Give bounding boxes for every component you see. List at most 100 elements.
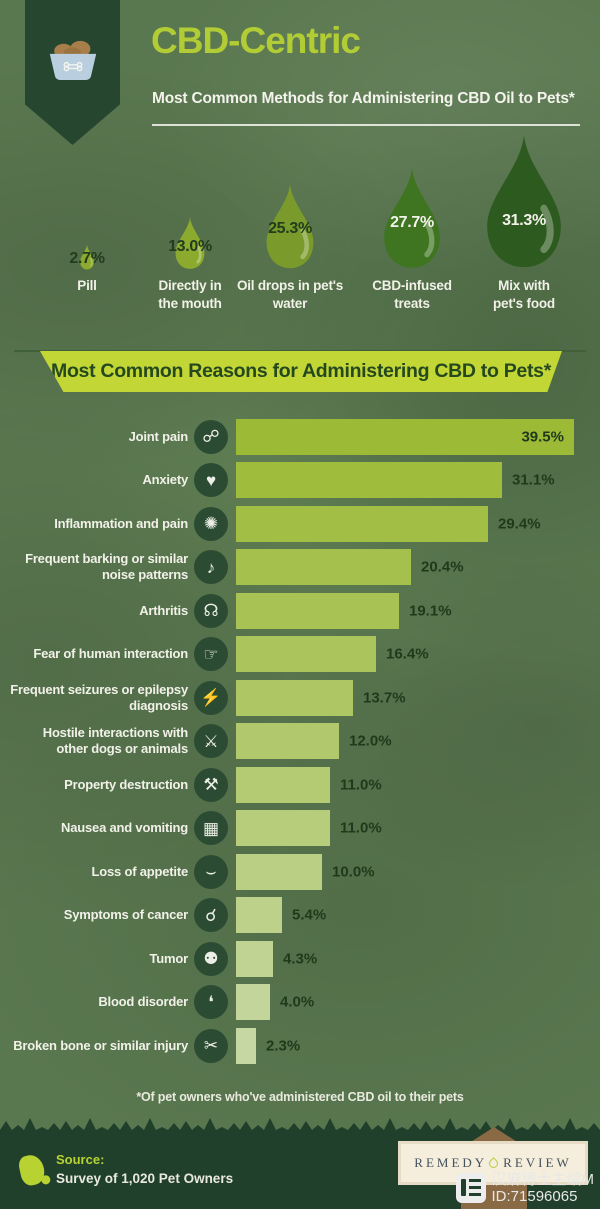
bar-category-label: Joint pain [128,428,189,444]
bar-track: 2.3% [236,1027,600,1064]
bar-value-label: 4.3% [283,950,318,968]
source-text: Survey of 1,020 Pet Owners [56,1171,234,1186]
bar-track: 31.1% [236,462,600,499]
droplet-category-label: Directly in the mouth [158,278,222,311]
bar-track: 11.0% [236,810,600,847]
source-icon [17,1152,47,1188]
reasons-banner: Most Common Reasons for Administering CB… [40,351,562,392]
bar-row: Blood disorder ❛ 4.0% [0,981,600,1025]
page-subtitle: Most Common Methods for Administering CB… [152,90,575,107]
reasons-bar-chart: Joint pain ☍ 39.5% Anxiety ♥ 31.1% Infla… [0,415,600,1068]
blood-drop-icon: ❛ [194,985,228,1020]
bar-row: Arthritis ☊ 19.1% [0,589,600,633]
leaf-drop-icon [487,1156,501,1170]
broken-bone-icon: ✂ [194,1028,228,1063]
grass-silhouette [0,1118,600,1141]
bar-value-label: 5.4% [292,906,327,924]
methods-droplet-chart: 2.7% Pill 13.0% Directly in the mouth 25… [0,134,600,320]
bar-row: Inflammation and pain ✺ 29.4% [0,502,600,546]
droplet-column: 31.3% Mix with pet's food [467,134,581,312]
bar-value-label: 4.0% [280,993,315,1011]
bar-row: Hostile interactions with other dogs or … [0,720,600,764]
logo-word-1: REMEDY [414,1155,488,1170]
bar-row: Nausea and vomiting ▦ 11.0% [0,807,600,851]
droplet-column: 25.3% Oil drops in pet's water [233,150,347,312]
inflammation-burst-icon: ✺ [194,506,228,541]
droplet-icon [384,168,440,268]
bar-value-label: 19.1% [409,602,452,620]
fear-hand-icon: ☞ [194,637,228,672]
bar: 31.1% [236,462,555,499]
bar-track: 12.0% [236,723,600,760]
droplet-value-label: 27.7% [390,214,434,231]
bar-category-label: Fear of human interaction [33,646,188,662]
bar-category-label: Blood disorder [98,994,188,1010]
bar-track: 19.1% [236,592,600,629]
bar-track: 5.4% [236,897,600,934]
bar-track: 29.4% [236,505,600,542]
bar: 11.0% [236,810,382,847]
bar-value-label: 10.0% [332,863,375,881]
bar-value-label: 39.5% [521,428,564,446]
barking-dog-icon: ♪ [194,550,228,585]
footnote: *Of pet owners who've administered CBD o… [136,1090,464,1104]
bar-category-label: Broken bone or similar injury [13,1037,188,1053]
bar: 2.3% [236,1027,300,1064]
bar: 4.0% [236,984,314,1021]
bar-row: Symptoms of cancer ☌ 5.4% [0,894,600,938]
bar-category-label: Hostile interactions with other dogs or … [42,725,188,757]
bar-category-label: Arthritis [139,602,188,618]
remedy-review-logo: REMEDY REVIEW [398,1141,588,1185]
bar-category-label: Loss of appetite [91,863,189,879]
droplet-category-label: Oil drops in pet's water [236,278,344,311]
bar-value-label: 12.0% [349,732,392,750]
bar-category-label: Property destruction [64,776,188,792]
droplet-column: 2.7% Pill [30,150,144,295]
reasons-banner-label: Most Common Reasons for Administering CB… [51,360,551,382]
bar: 5.4% [236,897,326,934]
bar: 20.4% [236,549,464,586]
bar-value-label: 13.7% [363,689,406,707]
bar-row: Property destruction ⚒ 11.0% [0,763,600,807]
bar-row: Frequent barking or similar noise patter… [0,546,600,590]
bar-track: 39.5% [236,418,600,455]
bar: 12.0% [236,723,392,760]
droplet-value-label: 13.0% [168,238,212,255]
watermark: 汉麻博士主编M ID:71596065 [455,1170,595,1206]
bar-category-label: Frequent seizures or epilepsy diagnosis [10,681,188,713]
bar-value-label: 29.4% [498,515,541,533]
bar-track: 10.0% [236,853,600,890]
bar: 16.4% [236,636,429,673]
bar-value-label: 11.0% [340,776,382,794]
bar-row: Loss of appetite ⌣ 10.0% [0,850,600,894]
nausea-icon: ▦ [194,811,228,846]
droplet-icon [487,134,561,268]
source-block: Source: Survey of 1,020 Pet Owners [17,1152,234,1188]
watermark-icon [455,1172,486,1203]
page-title: CBD-Centric [151,20,361,61]
droplet-column: 27.7% CBD-infused treats [355,150,469,312]
droplet-category-label: CBD-infused treats [372,278,452,311]
bar-category-label: Symptoms of cancer [63,907,188,923]
appetite-bowl-icon: ⌣ [194,854,228,889]
watermark-name: 汉麻博士主编M [491,1170,595,1188]
bar: 11.0% [236,766,382,803]
header-ribbon [25,0,120,145]
tumor-cell-icon: ⚉ [194,941,228,976]
bar-track: 4.0% [236,984,600,1021]
bar-track: 16.4% [236,636,600,673]
pet-food-bowl-icon [49,40,96,81]
droplet-icon [266,183,314,269]
header-divider [152,124,580,126]
hostile-dog-icon: ⚔ [194,724,228,759]
droplet-value-label: 25.3% [268,220,312,237]
droplet-column: 13.0% Directly in the mouth [133,150,247,312]
arthritis-knee-icon: ☊ [194,593,228,628]
bar-value-label: 2.3% [266,1037,301,1055]
logo-word-2: REVIEW [503,1155,572,1170]
bar-category-label: Tumor [149,950,189,966]
bar-row: Anxiety ♥ 31.1% [0,459,600,503]
bar-track: 20.4% [236,549,600,586]
droplet-icon [175,217,205,269]
source-label: Source: [56,1152,105,1167]
